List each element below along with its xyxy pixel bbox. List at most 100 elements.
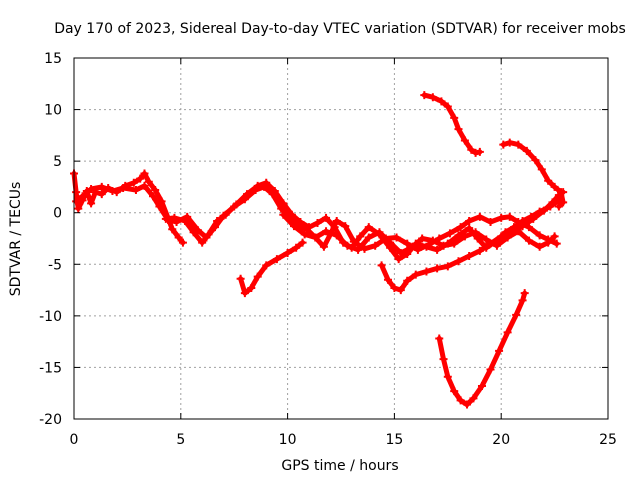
data-point	[475, 246, 484, 255]
data-point	[119, 183, 128, 192]
y-tick-label: -20	[39, 412, 62, 428]
data-point	[503, 328, 512, 337]
y-tick-label: -15	[39, 360, 62, 376]
series-line	[421, 92, 483, 156]
data-point	[450, 239, 459, 248]
data-point	[356, 232, 365, 241]
data-point	[413, 245, 422, 254]
data-point	[322, 213, 331, 222]
data-point	[311, 233, 320, 242]
data-point	[396, 286, 405, 295]
chart-title: Day 170 of 2023, Sidereal Day-to-day VTE…	[54, 21, 626, 37]
data-point	[550, 232, 559, 241]
data-point	[435, 334, 444, 343]
data-point	[552, 239, 561, 248]
data-point	[486, 239, 495, 248]
data-point	[253, 272, 262, 281]
data-point	[296, 217, 305, 226]
data-point	[364, 223, 373, 232]
data-point	[465, 216, 474, 225]
data-point	[422, 242, 431, 251]
data-point	[548, 198, 557, 207]
data-point	[537, 165, 546, 174]
data-point	[535, 231, 544, 240]
data-point	[456, 223, 465, 232]
data-point	[505, 138, 514, 147]
data-point	[371, 241, 380, 250]
data-point	[341, 222, 350, 231]
series-line	[436, 290, 528, 408]
x-tick-label: 20	[492, 432, 510, 448]
data-point	[78, 192, 87, 201]
data-point	[300, 230, 309, 239]
series-track-h	[499, 138, 568, 211]
data-point	[411, 270, 420, 279]
data-point	[287, 210, 296, 219]
data-point	[465, 224, 474, 233]
data-point	[168, 225, 177, 234]
plot-frame	[73, 57, 609, 420]
data-point	[550, 182, 559, 191]
data-point	[290, 222, 299, 231]
data-point	[72, 197, 81, 206]
data-point	[539, 206, 548, 215]
x-axis-label: GPS time / hours	[281, 458, 398, 474]
data-point	[422, 267, 431, 276]
data-point	[319, 242, 328, 251]
data-point	[475, 212, 484, 221]
data-point	[170, 213, 179, 222]
data-point	[161, 214, 170, 223]
data-point	[518, 296, 527, 305]
data-point	[144, 177, 153, 186]
data-series-group	[70, 91, 568, 409]
data-point	[445, 229, 454, 238]
data-point	[469, 394, 478, 403]
grid	[74, 58, 608, 419]
data-point	[247, 284, 256, 293]
data-point	[236, 274, 245, 283]
data-point	[471, 228, 480, 237]
y-tick-label: 15	[44, 51, 62, 67]
data-point	[279, 210, 288, 219]
data-point	[486, 217, 495, 226]
x-tick-label: 0	[70, 432, 79, 448]
data-point	[524, 236, 533, 245]
data-point	[439, 241, 448, 250]
data-point	[108, 187, 117, 196]
data-point	[149, 192, 158, 201]
y-axis-label: SDTVAR / TECUs	[8, 182, 24, 297]
data-point	[437, 97, 446, 106]
data-point	[559, 198, 568, 207]
data-point	[140, 169, 149, 178]
data-point	[129, 178, 138, 187]
data-point	[450, 113, 459, 122]
data-point	[332, 216, 341, 225]
data-point	[433, 264, 442, 273]
data-point	[377, 261, 386, 270]
data-point	[463, 400, 472, 409]
data-point	[454, 125, 463, 134]
series-track-e	[377, 188, 568, 295]
data-point	[183, 212, 192, 221]
x-tick-label: 10	[279, 432, 297, 448]
data-point	[390, 284, 399, 293]
data-point	[181, 216, 190, 225]
data-point	[456, 396, 465, 405]
data-point	[495, 346, 504, 355]
data-point	[330, 223, 339, 232]
data-point	[557, 188, 566, 197]
data-point	[518, 222, 527, 231]
data-point	[529, 214, 538, 223]
data-point	[97, 190, 106, 199]
data-point	[151, 186, 160, 195]
data-point	[477, 381, 486, 390]
data-point	[535, 242, 544, 251]
data-point	[497, 232, 506, 241]
data-point	[471, 148, 480, 157]
data-point	[74, 204, 83, 213]
y-tick-label: 5	[53, 154, 62, 170]
data-point	[313, 219, 322, 228]
data-point	[375, 228, 384, 237]
data-point	[262, 178, 271, 187]
